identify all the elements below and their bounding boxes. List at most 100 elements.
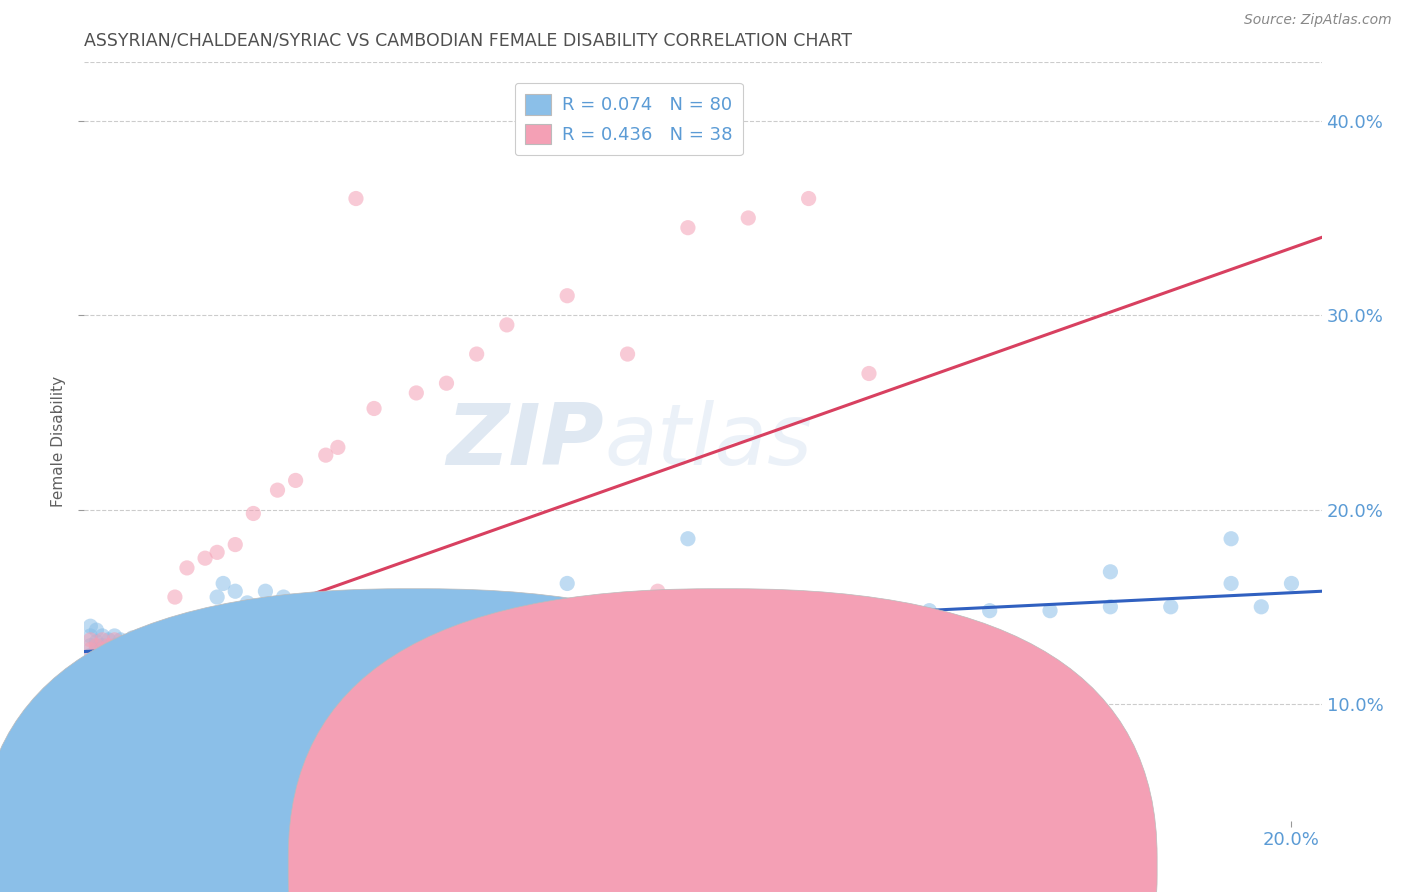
Point [707, 614, 730, 628]
Point [266, 609, 288, 624]
Point [326, 441, 349, 455]
Point [205, 545, 228, 559]
Point [91, 629, 114, 643]
Point [326, 596, 349, 610]
Point [647, 584, 669, 599]
Point [555, 289, 578, 303]
Point [242, 697, 264, 711]
Point [79, 629, 101, 643]
Point [297, 609, 319, 624]
Point [858, 604, 880, 618]
Point [91, 632, 114, 647]
Point [647, 614, 669, 628]
Text: ZIP: ZIP [446, 400, 605, 483]
Point [103, 639, 125, 653]
Point [555, 576, 578, 591]
Point [526, 604, 548, 618]
Point [128, 632, 150, 647]
Point [188, 639, 211, 653]
Point [134, 639, 156, 653]
Point [423, 609, 446, 624]
Point [79, 639, 101, 653]
Point [176, 623, 198, 637]
Point [266, 706, 288, 721]
Y-axis label: Female Disability: Female Disability [51, 376, 66, 508]
Point [284, 474, 307, 488]
Point [797, 192, 820, 206]
Point [405, 386, 427, 401]
Point [152, 634, 174, 648]
Point [224, 584, 246, 599]
Point [273, 590, 295, 604]
Point [465, 347, 488, 361]
Point [344, 604, 367, 618]
Point [97, 648, 120, 663]
Point [737, 614, 759, 628]
Point [103, 629, 125, 643]
Point [86, 642, 108, 657]
Point [375, 614, 398, 628]
Point [302, 716, 325, 731]
Point [86, 639, 108, 653]
Point [387, 604, 409, 618]
Point [110, 639, 132, 653]
Point [465, 609, 488, 624]
Point [110, 632, 132, 647]
Point [544, 609, 567, 624]
Point [1250, 599, 1272, 614]
Point [436, 376, 458, 391]
Point [363, 401, 385, 416]
Point [97, 642, 120, 657]
Point [86, 648, 108, 663]
Text: Source: ZipAtlas.com: Source: ZipAtlas.com [1244, 13, 1392, 28]
Point [1099, 599, 1122, 614]
Point [79, 632, 101, 647]
Point [224, 538, 246, 552]
Point [115, 647, 138, 661]
Point [97, 639, 120, 653]
Point [79, 619, 101, 633]
Point [146, 629, 169, 643]
Point [484, 614, 506, 628]
Point [284, 599, 307, 614]
Point [157, 642, 180, 657]
Point [134, 634, 156, 648]
Point [91, 642, 114, 657]
Point [266, 483, 288, 497]
Point [152, 634, 174, 648]
Point [436, 596, 458, 610]
Point [121, 642, 143, 657]
Point [121, 631, 143, 645]
Text: Cambodians: Cambodians [763, 852, 868, 870]
Point [676, 604, 699, 618]
Point [737, 211, 759, 225]
Point [194, 551, 217, 566]
Point [586, 604, 609, 618]
Point [121, 642, 143, 657]
Text: ASSYRIAN/CHALDEAN/SYRIAC VS CAMBODIAN FEMALE DISABILITY CORRELATION CHART: ASSYRIAN/CHALDEAN/SYRIAC VS CAMBODIAN FE… [84, 32, 852, 50]
Point [97, 632, 120, 647]
Point [315, 448, 337, 462]
Point [79, 648, 101, 663]
Point [146, 629, 169, 643]
Point [363, 609, 385, 624]
Point [139, 642, 162, 657]
Point [242, 604, 264, 618]
Point [242, 507, 264, 521]
Point [453, 604, 475, 618]
Legend: R = 0.074   N = 80, R = 0.436   N = 38: R = 0.074 N = 80, R = 0.436 N = 38 [515, 83, 742, 155]
Point [79, 642, 101, 657]
Point [163, 590, 186, 604]
Point [181, 632, 204, 647]
Point [110, 642, 132, 657]
Point [616, 347, 638, 361]
Point [236, 596, 259, 610]
Point [979, 604, 1001, 618]
Point [1099, 565, 1122, 579]
Point [1220, 532, 1243, 546]
Point [115, 634, 138, 648]
Point [797, 599, 820, 614]
Point [103, 642, 125, 657]
Point [1220, 576, 1243, 591]
Point [1281, 576, 1303, 591]
